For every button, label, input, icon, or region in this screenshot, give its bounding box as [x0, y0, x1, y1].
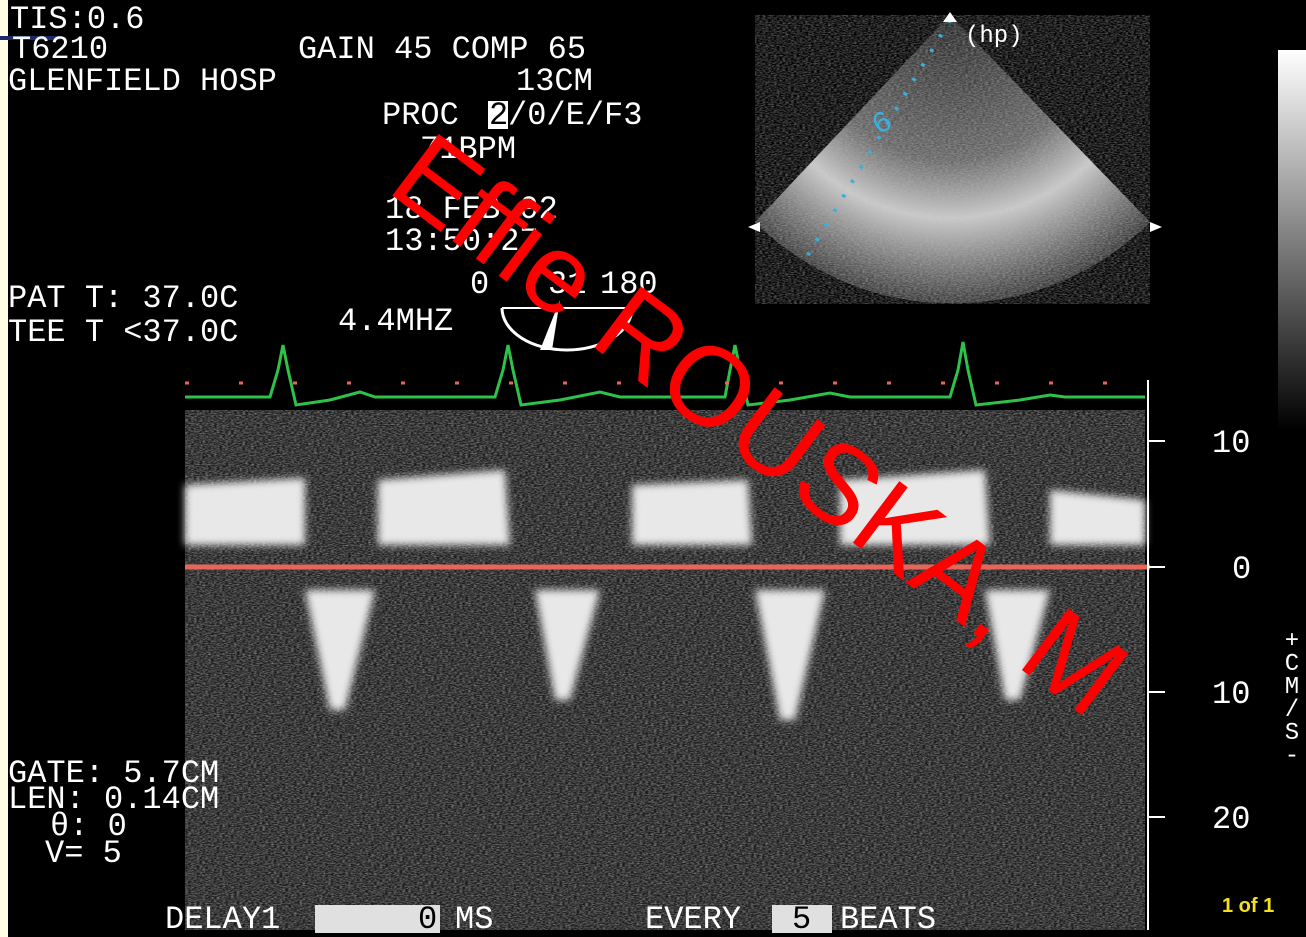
- slide-counter: 1 of 1: [1222, 895, 1274, 917]
- scale-unit: +CM/S-: [1279, 628, 1306, 766]
- depth: 13CM: [516, 63, 593, 100]
- tee-temp: TEE T <37.0C: [8, 314, 238, 351]
- delay-unit: MS: [455, 901, 493, 937]
- scale-label: 10: [1212, 676, 1250, 713]
- site: GLENFIELD HOSP: [8, 63, 277, 100]
- patient-temp: PAT T: 37.0C: [8, 280, 238, 317]
- scale-label: 0: [1232, 551, 1251, 588]
- gray-scale-bar: [1278, 50, 1306, 430]
- delay-value: 0: [418, 901, 437, 937]
- hp-label: (hp): [965, 23, 1023, 50]
- proc-highlight: 2: [489, 97, 508, 134]
- scale-label: 20: [1212, 801, 1250, 838]
- every-unit: BEATS: [840, 901, 936, 937]
- scale-label: 10: [1212, 425, 1250, 462]
- gate-v: V= 5: [45, 835, 122, 872]
- delay-label: DELAY1: [165, 901, 280, 937]
- every-label: EVERY: [645, 901, 741, 937]
- proc-rest: /0/E/F3: [508, 97, 642, 134]
- every-value: 5: [792, 901, 811, 937]
- frequency: 4.4MHZ: [338, 303, 453, 340]
- screen: TIS:0.6 T6210 GAIN 45 COMP 65 GLENFIELD …: [0, 0, 1306, 937]
